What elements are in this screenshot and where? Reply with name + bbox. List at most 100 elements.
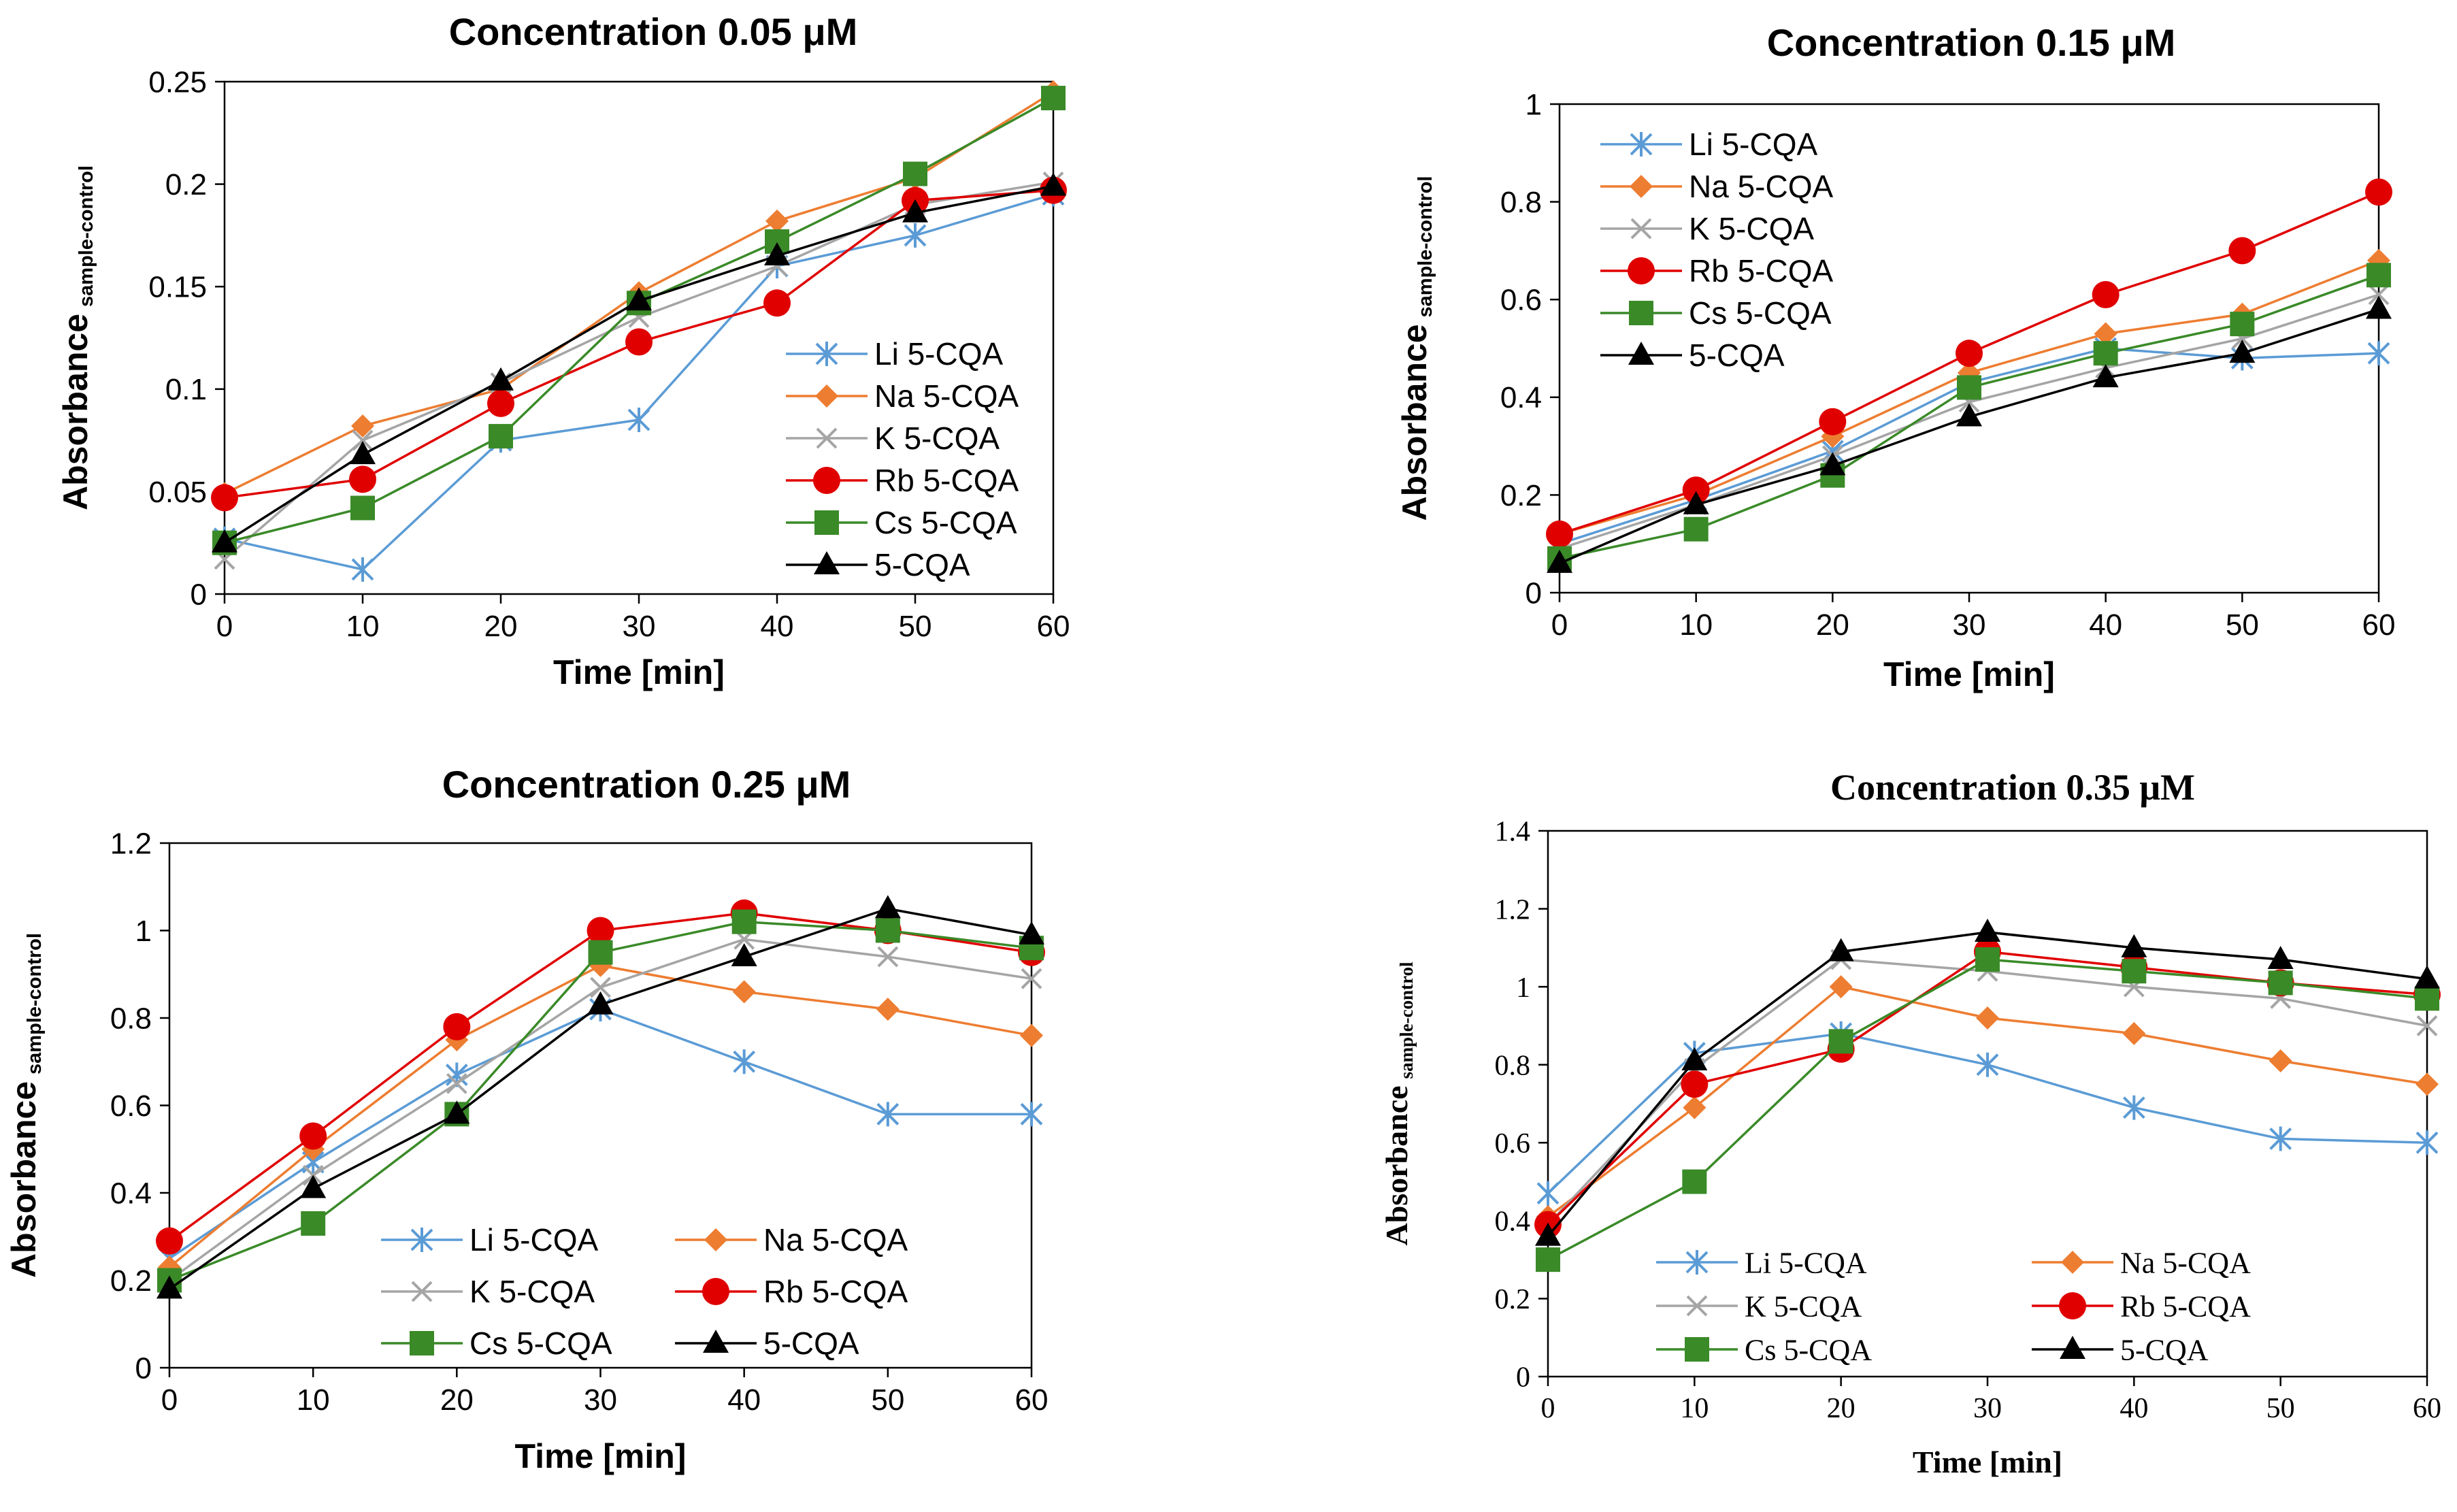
x-tick-label: 60: [2362, 608, 2396, 642]
legend-label-k: K 5-CQA: [874, 421, 1000, 456]
data-point: [2122, 959, 2147, 984]
y-axis-label-subscript: sample-control: [76, 165, 97, 307]
legend-marker: [2061, 1251, 2084, 1274]
y-tick-label: 0: [1516, 1362, 1530, 1394]
data-point: [2414, 965, 2440, 989]
y-tick-label: 0: [191, 578, 207, 611]
data-point: [765, 209, 789, 233]
legend-label-rb: Rb 5-CQA: [763, 1274, 908, 1309]
legend-marker: [411, 1281, 433, 1302]
y-axis-label-main: Absorbance: [1396, 324, 1434, 521]
data-point: [903, 161, 927, 186]
legend-label-cs: Cs 5-CQA: [1689, 295, 1832, 331]
data-point: [156, 1227, 183, 1255]
data-point: [1681, 1070, 1709, 1098]
data-point: [1829, 975, 1853, 999]
data-point: [350, 441, 376, 465]
y-tick-label: 0.25: [148, 65, 207, 99]
data-point: [1828, 1029, 1853, 1054]
legend-label-cs: Cs 5-CQA: [874, 505, 1017, 540]
data-point: [731, 909, 757, 934]
legend-marker: [813, 467, 840, 494]
y-tick-label: 0.6: [1500, 284, 1542, 317]
x-tick-label: 50: [899, 610, 932, 643]
y-axis-label-subscript: sample-control: [24, 933, 46, 1074]
x-tick-label: 50: [871, 1383, 904, 1417]
data-point: [2367, 263, 2391, 288]
series-cs: [157, 909, 1044, 1293]
x-tick-label: 40: [2120, 1393, 2148, 1424]
x-tick-label: 60: [2413, 1393, 2441, 1424]
chart-title: Concentration 0.35 μM: [1830, 767, 2195, 808]
data-point: [1976, 1052, 1999, 1077]
y-tick-label: 0: [1526, 576, 1542, 610]
x-tick-label: 0: [216, 610, 233, 643]
data-point: [1682, 476, 1710, 504]
data-point: [301, 1211, 326, 1236]
y-tick-label: 0.4: [1495, 1206, 1531, 1238]
y-axis-label-main: Absorbance: [5, 1081, 43, 1278]
y-tick-label: 0.15: [148, 271, 207, 304]
legend-marker: [814, 551, 840, 574]
data-point: [1547, 549, 1572, 573]
data-point: [1019, 921, 1044, 944]
chart-title: Concentration 0.05 μM: [449, 10, 858, 53]
x-tick-label: 60: [1015, 1383, 1049, 1417]
data-point: [2121, 934, 2147, 957]
x-tick-label: 30: [584, 1383, 617, 1417]
series-cqa: [156, 895, 1044, 1299]
data-point: [2415, 1130, 2439, 1155]
legend-marker: [702, 1278, 729, 1305]
data-point: [2093, 341, 2118, 366]
y-tick-label: 0.2: [1495, 1284, 1531, 1315]
data-point: [1681, 1047, 1708, 1070]
data-point: [875, 918, 900, 943]
y-tick-label: 1.2: [1495, 894, 1531, 925]
data-point: [587, 917, 614, 944]
data-point: [2122, 1021, 2146, 1045]
data-point: [1546, 520, 1573, 548]
data-point: [2122, 1095, 2145, 1120]
x-axis-label: Time [min]: [1883, 655, 2055, 693]
data-point: [349, 465, 376, 493]
data-point: [590, 976, 611, 998]
data-point: [1956, 403, 1982, 427]
data-point: [2229, 340, 2256, 363]
x-tick-label: 10: [346, 610, 380, 643]
data-point: [351, 414, 374, 438]
data-point: [627, 407, 650, 432]
legend-label-li: Li 5-CQA: [1745, 1246, 1867, 1279]
y-tick-label: 0.6: [1495, 1128, 1531, 1160]
data-point: [300, 1174, 327, 1198]
data-point: [877, 946, 899, 968]
legend-label-na: Na 5-CQA: [1689, 169, 1833, 204]
data-point: [2415, 986, 2439, 1011]
data-point: [1536, 1181, 1560, 1206]
legend-marker: [1629, 301, 1653, 325]
data-point: [626, 287, 652, 311]
data-point: [446, 1072, 467, 1094]
x-tick-label: 40: [761, 610, 794, 643]
data-point: [2368, 284, 2390, 306]
x-tick-label: 10: [1679, 608, 1713, 642]
y-tick-label: 0.4: [110, 1177, 152, 1210]
x-tick-label: 40: [727, 1383, 761, 1417]
legend-marker: [815, 384, 838, 408]
data-point: [443, 1013, 471, 1040]
legend-marker: [2059, 1292, 2086, 1319]
y-axis-label: Absorbance sample-control: [1396, 176, 1436, 521]
data-point: [299, 1122, 327, 1150]
legend-marker: [1685, 1337, 1709, 1362]
data-point: [2416, 1015, 2438, 1036]
legend-label-cqa: 5-CQA: [874, 547, 970, 582]
x-tick-label: 30: [1973, 1393, 2002, 1424]
legend-marker: [1630, 175, 1653, 198]
legend-label-rb: Rb 5-CQA: [874, 463, 1019, 498]
data-point: [156, 1275, 182, 1299]
y-tick-label: 0.2: [165, 168, 207, 201]
x-tick-label: 60: [1037, 610, 1070, 643]
data-point: [2092, 364, 2119, 388]
data-point: [588, 940, 613, 965]
legend: Li 5-CQA Na 5-CQA K 5-CQA Rb 5-CQA Cs 5-CQA 5…: [1656, 1246, 2251, 1366]
